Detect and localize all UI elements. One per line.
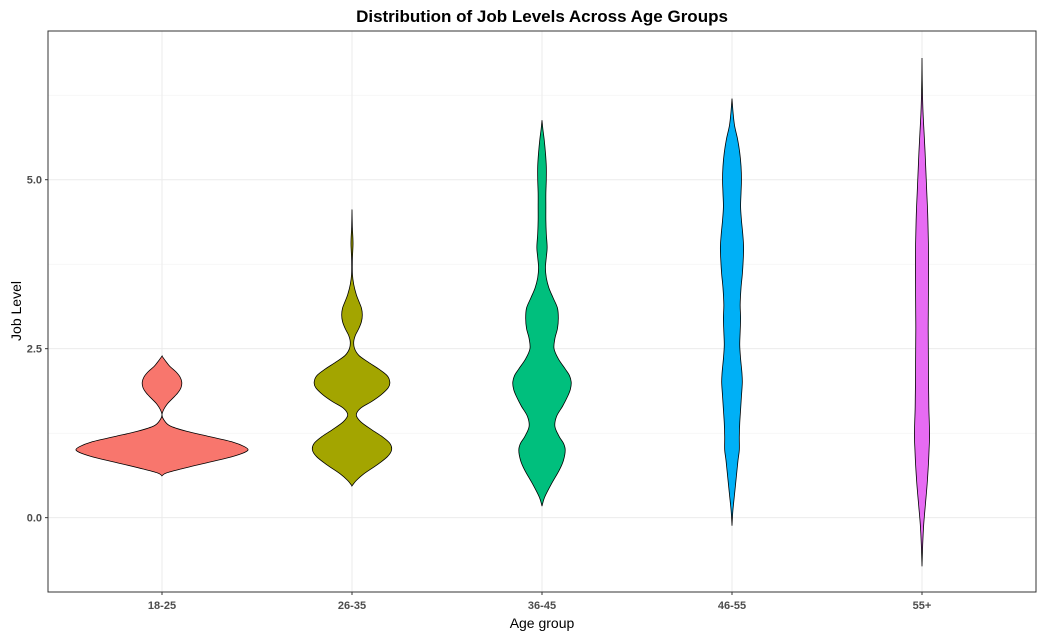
violin-55+ [914, 58, 930, 567]
y-tick-label: 0.0 [27, 513, 42, 525]
x-tick-label: 18-25 [148, 600, 176, 612]
x-tick-label: 46-55 [718, 600, 746, 612]
violin-36-45 [512, 120, 572, 508]
x-tick-label: 36-45 [528, 600, 556, 612]
chart-title: Distribution of Job Levels Across Age Gr… [356, 7, 728, 26]
y-axis-title: Job Level [8, 281, 24, 341]
x-tick-label: 26-35 [338, 600, 366, 612]
violin-26-35 [311, 209, 393, 488]
violin-46-55 [719, 98, 745, 526]
violin-layer [75, 58, 930, 567]
x-tick-label: 55+ [913, 600, 932, 612]
violin-18-25 [75, 355, 249, 477]
y-tick-label: 5.0 [27, 175, 42, 187]
y-tick-label: 2.5 [27, 344, 42, 356]
x-axis-title: Age group [510, 615, 575, 631]
axis-layer: 0.0 2.5 5.0 18-25 26-35 36-45 46-55 55+ [27, 175, 932, 612]
